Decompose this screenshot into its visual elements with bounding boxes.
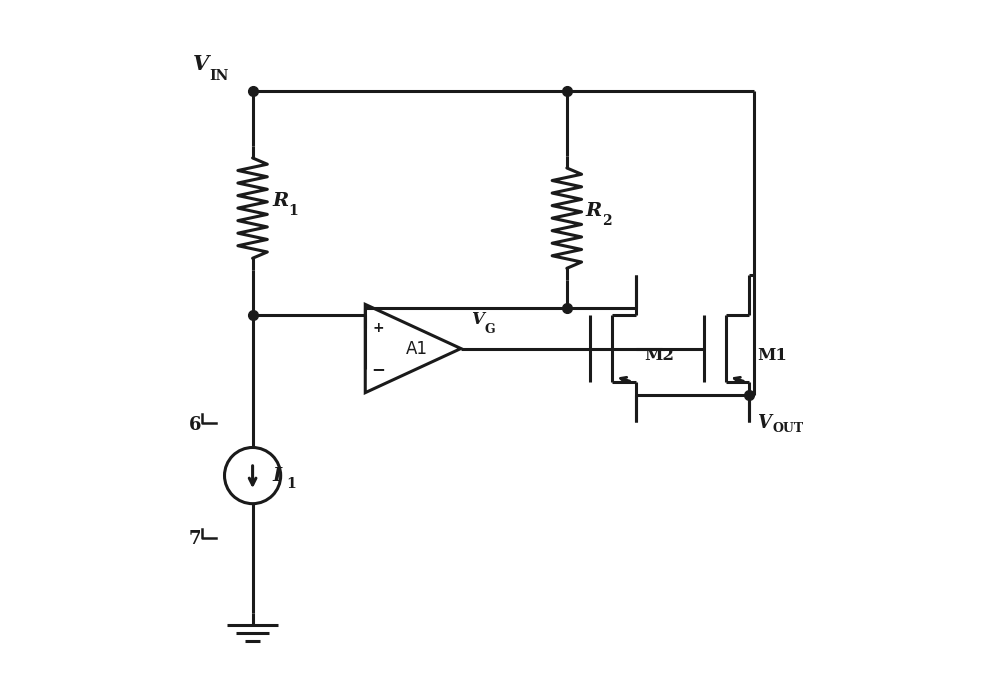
Text: G: G — [484, 324, 495, 336]
Text: 6: 6 — [189, 416, 202, 435]
Text: M2: M2 — [644, 347, 674, 364]
Text: 7: 7 — [189, 530, 202, 548]
Text: −: − — [372, 360, 385, 378]
Text: IN: IN — [209, 69, 229, 83]
Text: 1: 1 — [286, 477, 296, 491]
Text: I: I — [273, 466, 282, 485]
Text: R: R — [586, 202, 602, 221]
Text: M1: M1 — [757, 347, 787, 364]
Text: A1: A1 — [406, 340, 428, 357]
Text: R: R — [273, 192, 289, 211]
Text: V: V — [471, 311, 484, 328]
Text: V: V — [192, 54, 209, 74]
Text: +: + — [373, 321, 384, 335]
Text: 1: 1 — [289, 204, 298, 219]
Text: OUT: OUT — [772, 422, 803, 435]
Text: 2: 2 — [602, 215, 611, 228]
Text: V: V — [757, 414, 771, 432]
